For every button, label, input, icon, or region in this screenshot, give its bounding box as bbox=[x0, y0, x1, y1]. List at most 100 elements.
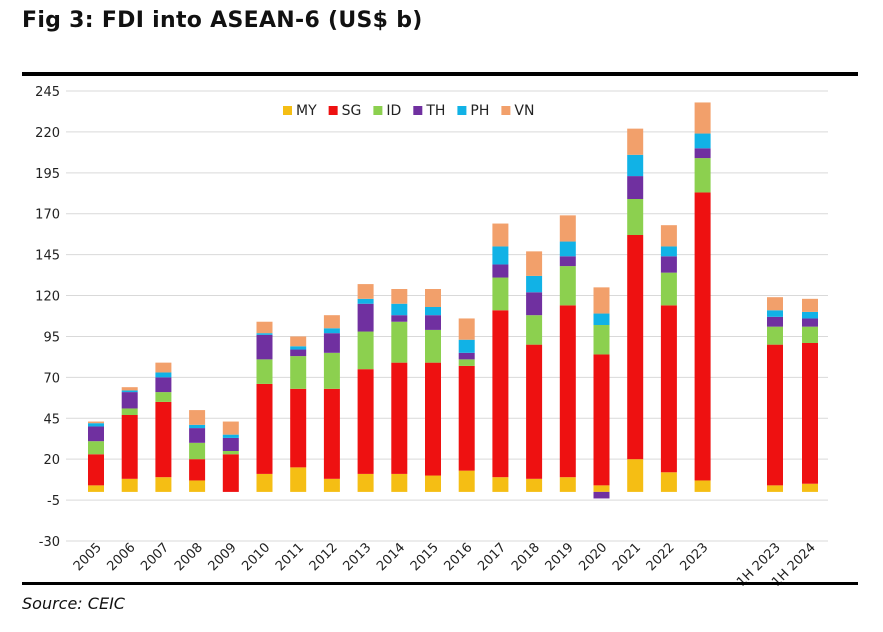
bottom-rule bbox=[22, 582, 858, 585]
bar-segment-vn bbox=[425, 289, 441, 307]
bar-segment-th bbox=[391, 315, 408, 322]
figure-title: Fig 3: FDI into ASEAN-6 (US$ b) bbox=[22, 8, 423, 33]
bar-segment-th bbox=[802, 318, 818, 327]
legend-label-sg: SG bbox=[342, 103, 362, 119]
bar-segment-ph bbox=[155, 372, 172, 378]
bar-segment-ph bbox=[357, 298, 374, 304]
x-tick-label: 2007 bbox=[138, 540, 172, 574]
bar-segment-th bbox=[694, 148, 711, 159]
bar-segment-sg bbox=[767, 344, 783, 486]
bar-segment-id bbox=[627, 199, 644, 235]
bar-segment-sg bbox=[425, 362, 441, 476]
x-tick-label: 2011 bbox=[273, 540, 307, 574]
bar-segment-ph bbox=[492, 246, 509, 265]
bar-segment-vn bbox=[189, 410, 206, 425]
bar-segment-id bbox=[256, 359, 273, 384]
y-tick-label: -30 bbox=[39, 535, 60, 550]
bar-segment-my bbox=[189, 480, 206, 492]
y-tick-label: 145 bbox=[35, 249, 60, 264]
bar-segment-id bbox=[323, 352, 340, 389]
bar-segment-sg bbox=[559, 305, 576, 478]
bar-segment-id bbox=[222, 451, 239, 455]
bar-segment-my bbox=[458, 470, 475, 492]
bar-segment-sg bbox=[222, 454, 239, 492]
bar-segment-id bbox=[357, 331, 374, 370]
bar-segment-sg bbox=[256, 383, 273, 474]
y-tick-label: 70 bbox=[43, 371, 60, 386]
bar-segment-sg bbox=[458, 365, 475, 471]
bar-segment-ph bbox=[458, 339, 475, 353]
x-tick-label: 2009 bbox=[206, 540, 240, 574]
x-tick-label: 2010 bbox=[239, 540, 273, 574]
bar-segment-my bbox=[88, 485, 104, 492]
bar-segment-sg bbox=[593, 354, 610, 486]
bar-segment-th bbox=[290, 349, 307, 357]
bar-segment-ph bbox=[559, 241, 576, 257]
bar-segment-th bbox=[559, 256, 576, 267]
x-tick-label: 2005 bbox=[71, 540, 105, 574]
bar-segment-sg bbox=[627, 235, 644, 460]
bar-segment-vn bbox=[121, 387, 138, 391]
bar-segment-ph bbox=[425, 307, 441, 316]
bar-segment-vn bbox=[256, 321, 273, 334]
bar-segment-vn bbox=[458, 318, 475, 340]
bar-segment-sg bbox=[323, 388, 340, 479]
bar-segment-id bbox=[767, 326, 783, 345]
bar-segment-my bbox=[155, 477, 172, 492]
legend-label-id: ID bbox=[386, 103, 401, 119]
bar-segment-vn bbox=[222, 421, 239, 435]
bar-segment-my bbox=[121, 478, 138, 492]
bar-segment-sg bbox=[660, 305, 677, 473]
bar-segment-ph bbox=[660, 246, 677, 257]
x-tick-label: 2016 bbox=[442, 540, 476, 574]
bar-segment-vn bbox=[660, 225, 677, 247]
bar-segment-my bbox=[391, 473, 408, 492]
bar-segment-ph bbox=[121, 390, 138, 393]
bar-segment-vn bbox=[88, 421, 104, 424]
bar-segment-ph bbox=[189, 424, 206, 429]
y-tick-label: 170 bbox=[35, 208, 60, 223]
legend-swatch-my bbox=[283, 106, 292, 115]
bar-segment-my bbox=[492, 477, 509, 492]
x-tick-label: 2022 bbox=[644, 540, 678, 574]
bar-segment-vn bbox=[391, 289, 408, 304]
bar-segment-vn bbox=[627, 128, 644, 155]
bar-segment-ph bbox=[802, 311, 818, 319]
bar-segment-my bbox=[802, 483, 818, 492]
bar-segment-id bbox=[559, 266, 576, 306]
legend-label-my: MY bbox=[296, 103, 317, 119]
bar-segment-th bbox=[627, 176, 644, 199]
bar-segment-ph bbox=[222, 434, 239, 438]
bar-segment-my bbox=[694, 480, 711, 492]
bar-segment-th bbox=[256, 334, 273, 360]
bar-segment-th bbox=[492, 264, 509, 278]
bar-segment-vn bbox=[155, 362, 172, 373]
x-tick-label: 2012 bbox=[307, 540, 341, 574]
bar-segment-vn bbox=[593, 287, 610, 314]
bar-segment-th bbox=[660, 256, 677, 273]
x-tick-label: 2014 bbox=[374, 540, 408, 574]
bar-segment-my bbox=[593, 485, 610, 492]
legend-swatch-vn bbox=[501, 106, 511, 115]
bar-segment-my bbox=[767, 485, 783, 492]
bar-segment-vn bbox=[290, 336, 307, 347]
bar-segment-id bbox=[593, 325, 610, 355]
bar-segment-vn bbox=[559, 215, 576, 242]
legend-swatch-id bbox=[373, 106, 383, 115]
source-note: Source: CEIC bbox=[22, 594, 125, 613]
bar-segment-ph bbox=[593, 313, 610, 325]
legend-label-th: TH bbox=[425, 103, 445, 119]
bar-segment-id bbox=[526, 315, 543, 345]
bar-segment-sg bbox=[290, 388, 307, 468]
bar-segment-th bbox=[222, 437, 239, 451]
x-tick-label: 2018 bbox=[509, 540, 543, 574]
bar-segment-vn bbox=[802, 298, 818, 312]
bar-segment-sg bbox=[526, 344, 543, 479]
bar-segment-sg bbox=[88, 454, 104, 486]
bar-segment-ph bbox=[290, 346, 307, 350]
x-tick-label: 2013 bbox=[340, 540, 374, 574]
legend-swatch-sg bbox=[328, 106, 338, 115]
bar-segment-vn bbox=[492, 223, 509, 247]
bar-segment-id bbox=[391, 321, 408, 363]
